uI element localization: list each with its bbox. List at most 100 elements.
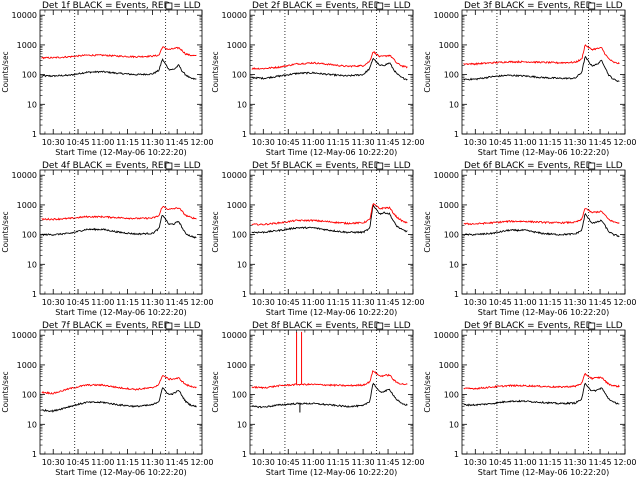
- interval-marker: [376, 162, 384, 170]
- x-tick-label: 10:30: [42, 298, 65, 307]
- y-tick-label: 10: [237, 420, 247, 429]
- series-events: [463, 55, 620, 83]
- y-tick-label: 1: [454, 130, 459, 139]
- x-axis-label: Start Time (12-May-06 10:22:20): [266, 148, 397, 157]
- y-tick-label: 100: [232, 231, 247, 240]
- x-tick-label: 11:45: [377, 458, 400, 467]
- panel-title: Det 8f BLACK = Events, RED = LLD: [252, 321, 411, 331]
- x-axis-label: Start Time (12-May-06 10:22:20): [55, 148, 186, 157]
- plot-frame: [39, 9, 203, 135]
- y-axis-label: Counts/sec: [423, 211, 432, 252]
- y-tick-label: 1000: [439, 201, 459, 210]
- x-tick-label: 11:15: [116, 458, 139, 467]
- x-tick-label: 10:45: [66, 138, 89, 147]
- x-tick-label: 10:30: [42, 458, 65, 467]
- x-axis-label: Start Time (12-May-06 10:22:20): [478, 308, 609, 317]
- x-tick-label: 11:00: [514, 458, 537, 467]
- y-tick-label: 10000: [434, 11, 459, 20]
- y-tick-label: 10000: [12, 171, 37, 180]
- panel-4: Det 4f BLACK = Events, RED = LLD 1 10 100 10…: [1, 161, 214, 317]
- interval-marker: [165, 2, 173, 10]
- x-tick-label: 11:15: [539, 138, 562, 147]
- x-tick-label: 11:30: [564, 138, 587, 147]
- x-tick-label: 12:00: [613, 298, 636, 307]
- x-tick-label: 11:00: [302, 298, 325, 307]
- y-axis-label: Counts/sec: [423, 51, 432, 92]
- x-tick-label: 11:45: [589, 138, 612, 147]
- x-tick-label: 11:15: [116, 298, 139, 307]
- x-tick-label: 11:30: [564, 298, 587, 307]
- panel-9: Det 9f BLACK = Events, RED = LLD 1 10 100 10…: [423, 321, 637, 477]
- x-tick-label: 11:45: [166, 138, 189, 147]
- y-tick-label: 1: [32, 290, 37, 299]
- y-tick-label: 10000: [12, 11, 37, 20]
- panel-title: Det 5f BLACK = Events, RED = LLD: [252, 161, 411, 171]
- series-lld: [251, 202, 408, 226]
- x-tick-label: 11:45: [377, 138, 400, 147]
- panel-6: Det 6f BLACK = Events, RED = LLD 1 10 100 10…: [423, 161, 637, 317]
- y-axis-label: Counts/sec: [423, 371, 432, 412]
- y-tick-label: 10: [237, 100, 247, 109]
- x-axis-label: Start Time (12-May-06 10:22:20): [478, 148, 609, 157]
- y-tick-label: 1000: [227, 41, 247, 50]
- y-tick-label: 100: [444, 71, 459, 80]
- panel-title: Det 4f BLACK = Events, RED = LLD: [42, 161, 201, 171]
- series-events: [251, 57, 408, 81]
- x-tick-label: 12:00: [190, 138, 213, 147]
- y-tick-label: 10: [237, 260, 247, 269]
- y-tick-label: 1: [32, 130, 37, 139]
- y-axis-label: Counts/sec: [211, 51, 220, 92]
- x-tick-label: 12:00: [613, 458, 636, 467]
- y-axis-label: Counts/sec: [1, 211, 10, 252]
- interval-marker: [165, 162, 173, 170]
- plot-frame: [461, 169, 626, 295]
- x-tick-label: 10:45: [66, 298, 89, 307]
- y-tick-label: 100: [22, 231, 37, 240]
- x-tick-label: 12:00: [190, 458, 213, 467]
- x-tick-label: 12:00: [401, 138, 424, 147]
- y-tick-label: 10: [27, 420, 37, 429]
- panel-title: Det 9f BLACK = Events, RED = LLD: [464, 321, 623, 331]
- y-tick-label: 1: [242, 130, 247, 139]
- y-tick-label: 1000: [227, 201, 247, 210]
- plot-frame: [249, 329, 414, 455]
- x-tick-label: 12:00: [401, 298, 424, 307]
- x-tick-label: 10:45: [277, 138, 300, 147]
- x-axis-label: Start Time (12-May-06 10:22:20): [55, 468, 186, 477]
- x-tick-label: 10:45: [66, 458, 89, 467]
- panel-7: Det 7f BLACK = Events, RED = LLD 1 10 100 10…: [1, 321, 214, 477]
- y-tick-label: 10000: [434, 331, 459, 340]
- interval-marker: [588, 2, 596, 10]
- series-events: [251, 382, 408, 409]
- series-lld: [463, 44, 620, 66]
- y-tick-label: 100: [444, 391, 459, 400]
- x-tick-label: 10:30: [252, 298, 275, 307]
- x-tick-label: 11:00: [302, 458, 325, 467]
- y-tick-label: 1: [242, 450, 247, 459]
- y-tick-label: 100: [232, 391, 247, 400]
- panel-title: Det 1f BLACK = Events, RED = LLD: [42, 1, 201, 11]
- series-events: [41, 387, 197, 413]
- plot-frame: [461, 329, 626, 455]
- panel-1: Det 1f BLACK = Events, RED = LLD 1 10 100 10…: [1, 1, 214, 157]
- x-tick-label: 10:30: [252, 138, 275, 147]
- x-tick-label: 10:30: [464, 138, 487, 147]
- x-tick-label: 10:45: [489, 138, 512, 147]
- y-axis-label: Counts/sec: [211, 371, 220, 412]
- y-axis-label: Counts/sec: [1, 371, 10, 412]
- x-tick-label: 11:15: [116, 138, 139, 147]
- x-axis-label: Start Time (12-May-06 10:22:20): [478, 468, 609, 477]
- series-events: [463, 382, 620, 407]
- y-tick-label: 1: [454, 290, 459, 299]
- y-tick-label: 1000: [227, 361, 247, 370]
- y-tick-label: 10000: [434, 171, 459, 180]
- x-tick-label: 10:45: [277, 298, 300, 307]
- x-tick-label: 10:45: [277, 458, 300, 467]
- x-tick-label: 11:30: [141, 458, 164, 467]
- x-tick-label: 11:45: [166, 298, 189, 307]
- x-tick-label: 11:15: [539, 458, 562, 467]
- x-tick-label: 11:45: [589, 298, 612, 307]
- x-tick-label: 10:45: [489, 298, 512, 307]
- y-tick-label: 10: [27, 100, 37, 109]
